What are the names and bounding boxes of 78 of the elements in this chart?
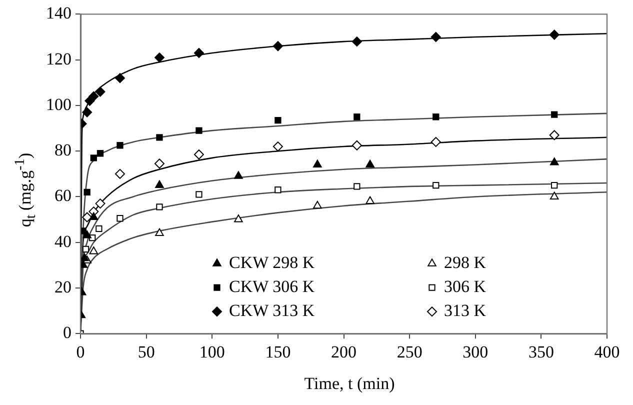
point	[274, 116, 282, 124]
y-tick-label: 0	[63, 323, 72, 342]
point	[194, 150, 204, 160]
point	[550, 192, 559, 200]
x-tick-label: 200	[331, 342, 356, 362]
x-tick-label: 300	[462, 342, 488, 362]
point	[96, 150, 104, 157]
point	[80, 260, 88, 268]
point	[155, 228, 164, 236]
y-tick-label: 40	[54, 232, 72, 251]
point	[84, 188, 90, 196]
point	[352, 36, 362, 47]
x-tick-label: 350	[528, 342, 554, 362]
point	[551, 111, 558, 118]
y-tick-label: 20	[54, 277, 72, 296]
x-tick-label: 400	[594, 342, 620, 362]
point	[234, 214, 243, 222]
point	[154, 158, 164, 169]
point	[96, 225, 102, 232]
point	[114, 168, 125, 179]
point	[549, 30, 560, 40]
legend-label: CKW 313 K	[229, 301, 316, 320]
point	[82, 212, 92, 222]
point	[89, 246, 98, 254]
point	[80, 228, 86, 234]
legend-label: CKW 298 K	[229, 253, 316, 272]
point	[352, 140, 362, 150]
point	[196, 127, 202, 134]
point	[366, 160, 374, 168]
point	[82, 107, 92, 118]
point	[551, 182, 558, 189]
point	[88, 91, 99, 102]
point	[549, 130, 560, 140]
x-tick-label: 150	[265, 342, 291, 362]
point	[154, 52, 164, 63]
y-tick-label: 80	[54, 140, 72, 160]
point	[550, 157, 559, 166]
point	[432, 114, 440, 120]
legend-label: 298 K	[444, 253, 487, 272]
point	[116, 215, 124, 222]
point	[156, 204, 163, 210]
point	[80, 253, 89, 262]
point	[155, 180, 164, 188]
x-tick-label: 100	[199, 342, 225, 362]
point	[272, 142, 283, 152]
point	[432, 182, 440, 189]
point	[354, 114, 360, 120]
point	[354, 183, 360, 190]
x-tick-label: 50	[138, 342, 155, 362]
point	[430, 136, 441, 147]
point	[116, 142, 124, 149]
point	[313, 200, 322, 209]
x-tick-label: 0	[76, 342, 85, 362]
point	[89, 212, 98, 220]
y-tick-label: 60	[54, 186, 72, 206]
y-tick-label: 120	[46, 49, 72, 68]
legend-label: CKW 306 K	[229, 277, 316, 296]
x-tick-label: 250	[396, 342, 422, 362]
point	[272, 41, 283, 52]
point	[234, 171, 243, 179]
point	[156, 134, 163, 141]
point	[95, 86, 106, 97]
point	[366, 196, 374, 204]
point	[430, 32, 441, 42]
point	[274, 186, 282, 194]
point	[194, 48, 204, 58]
legend-label: 313 K	[444, 301, 487, 320]
y-tick-label: 140	[46, 4, 72, 23]
point	[196, 191, 202, 198]
point	[82, 246, 90, 253]
legend-label: 306 K	[444, 277, 487, 296]
y-tick-label: 100	[46, 94, 72, 114]
point	[90, 154, 97, 162]
point	[82, 230, 92, 238]
point	[313, 160, 322, 168]
x-axis-title: Time, t (min)	[303, 374, 396, 394]
point	[114, 73, 125, 84]
point	[95, 198, 106, 209]
